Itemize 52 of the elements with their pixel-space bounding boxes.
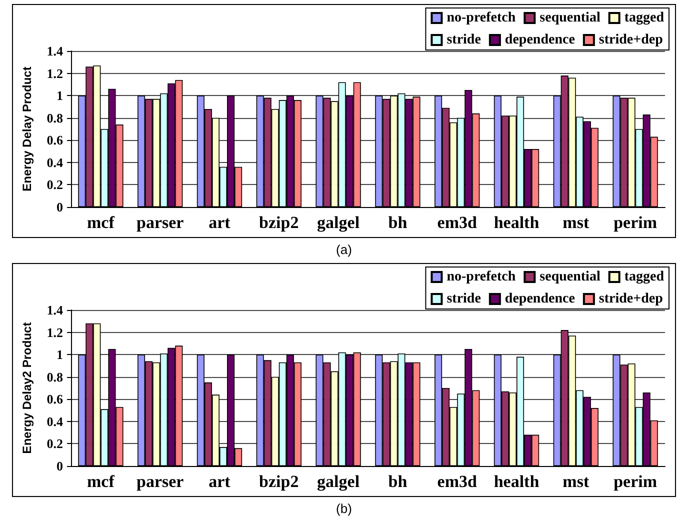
legend-label: sequential xyxy=(540,270,600,284)
x-tick-label: perim xyxy=(614,213,658,232)
x-tick-label: parser xyxy=(136,472,184,491)
x-tick-label: mcf xyxy=(87,472,115,491)
y-tick-label: 0 xyxy=(56,458,63,474)
y-tick-label: 0.8 xyxy=(46,110,64,126)
x-tick-label: bzip2 xyxy=(259,213,299,232)
x-tick-label: bh xyxy=(388,472,408,491)
y-tick-label: 0.8 xyxy=(46,369,64,384)
x-tick-label: art xyxy=(208,472,231,491)
y-tick-label: 1.2 xyxy=(46,324,63,340)
y-axis-title: Energy Delay2 Product xyxy=(20,322,34,454)
x-tick-label: perim xyxy=(614,472,658,491)
y-tick-label: 0 xyxy=(56,200,63,214)
text: (b) xyxy=(335,501,353,516)
y-tick-label: 0.6 xyxy=(46,392,64,407)
x-tick-label: bh xyxy=(388,213,408,232)
y-tick-label: 0.2 xyxy=(46,177,63,192)
y-tick-label: 1.4 xyxy=(46,44,64,58)
legend-label: tagged xyxy=(624,10,664,26)
y-tick-label: 0.2 xyxy=(46,436,63,452)
x-tick-label: galgel xyxy=(317,472,360,491)
x-tick-label: mst xyxy=(562,213,590,232)
text: (a) xyxy=(335,242,353,257)
y-tick-label: 0.4 xyxy=(46,154,64,170)
x-tick-label: mcf xyxy=(87,213,115,232)
legend-label: stride+dep xyxy=(598,292,664,306)
legend-label: no-prefetch xyxy=(446,10,516,26)
y-tick-label: 1.2 xyxy=(46,66,63,81)
y-tick-label: 1 xyxy=(56,88,63,104)
x-tick-label: mst xyxy=(562,472,590,491)
y-tick-label: 0.6 xyxy=(46,132,64,148)
x-tick-label: galgel xyxy=(317,213,360,232)
legend-label: tagged xyxy=(624,270,664,284)
x-tick-label: em3d xyxy=(437,472,478,491)
y-axis-title: Energy Delay Product xyxy=(20,66,34,192)
x-tick-label: health xyxy=(494,472,540,491)
x-tick-label: parser xyxy=(136,213,184,232)
x-tick-label: em3d xyxy=(437,213,478,232)
y-tick-label: 1 xyxy=(56,347,63,362)
x-tick-label: health xyxy=(494,213,540,232)
x-tick-label: art xyxy=(208,213,231,232)
legend-label: no-prefetch xyxy=(446,270,516,284)
y-tick-label: 1.4 xyxy=(46,302,64,318)
y-tick-label: 0.4 xyxy=(46,414,64,429)
x-tick-label: bzip2 xyxy=(259,472,299,491)
legend-label: stride+dep xyxy=(598,32,664,48)
legend-label: stride xyxy=(446,292,481,306)
legend-label: dependence xyxy=(504,32,575,48)
legend-label: sequential xyxy=(540,10,600,26)
legend-label: stride xyxy=(446,32,481,48)
legend-label: dependence xyxy=(504,292,575,306)
